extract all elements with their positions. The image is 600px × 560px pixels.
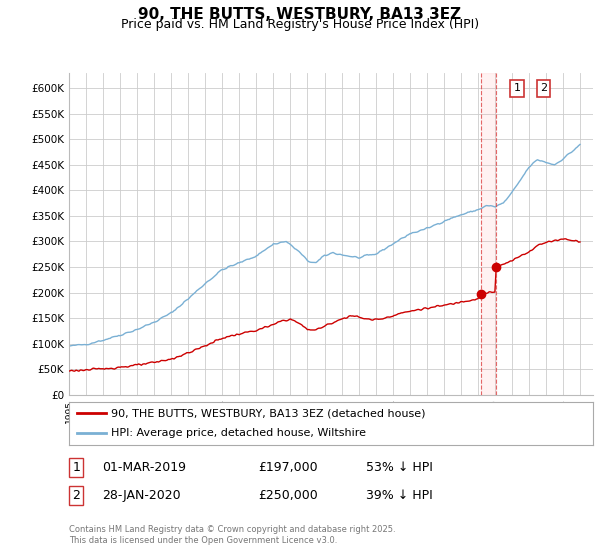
Text: Contains HM Land Registry data © Crown copyright and database right 2025.
This d: Contains HM Land Registry data © Crown c… [69, 525, 395, 545]
Text: Price paid vs. HM Land Registry's House Price Index (HPI): Price paid vs. HM Land Registry's House … [121, 18, 479, 31]
Text: £197,000: £197,000 [258, 461, 317, 474]
Text: 39% ↓ HPI: 39% ↓ HPI [366, 489, 433, 502]
Text: 2: 2 [72, 489, 80, 502]
Text: 90, THE BUTTS, WESTBURY, BA13 3EZ: 90, THE BUTTS, WESTBURY, BA13 3EZ [139, 7, 461, 22]
Text: 01-MAR-2019: 01-MAR-2019 [102, 461, 186, 474]
Text: 1: 1 [514, 83, 520, 94]
Text: 2: 2 [540, 83, 547, 94]
Text: HPI: Average price, detached house, Wiltshire: HPI: Average price, detached house, Wilt… [111, 428, 366, 438]
Text: £250,000: £250,000 [258, 489, 318, 502]
Text: 90, THE BUTTS, WESTBURY, BA13 3EZ (detached house): 90, THE BUTTS, WESTBURY, BA13 3EZ (detac… [111, 408, 425, 418]
Text: 28-JAN-2020: 28-JAN-2020 [102, 489, 181, 502]
Text: 1: 1 [72, 461, 80, 474]
Bar [481, 73, 496, 395]
Text: 53% ↓ HPI: 53% ↓ HPI [366, 461, 433, 474]
